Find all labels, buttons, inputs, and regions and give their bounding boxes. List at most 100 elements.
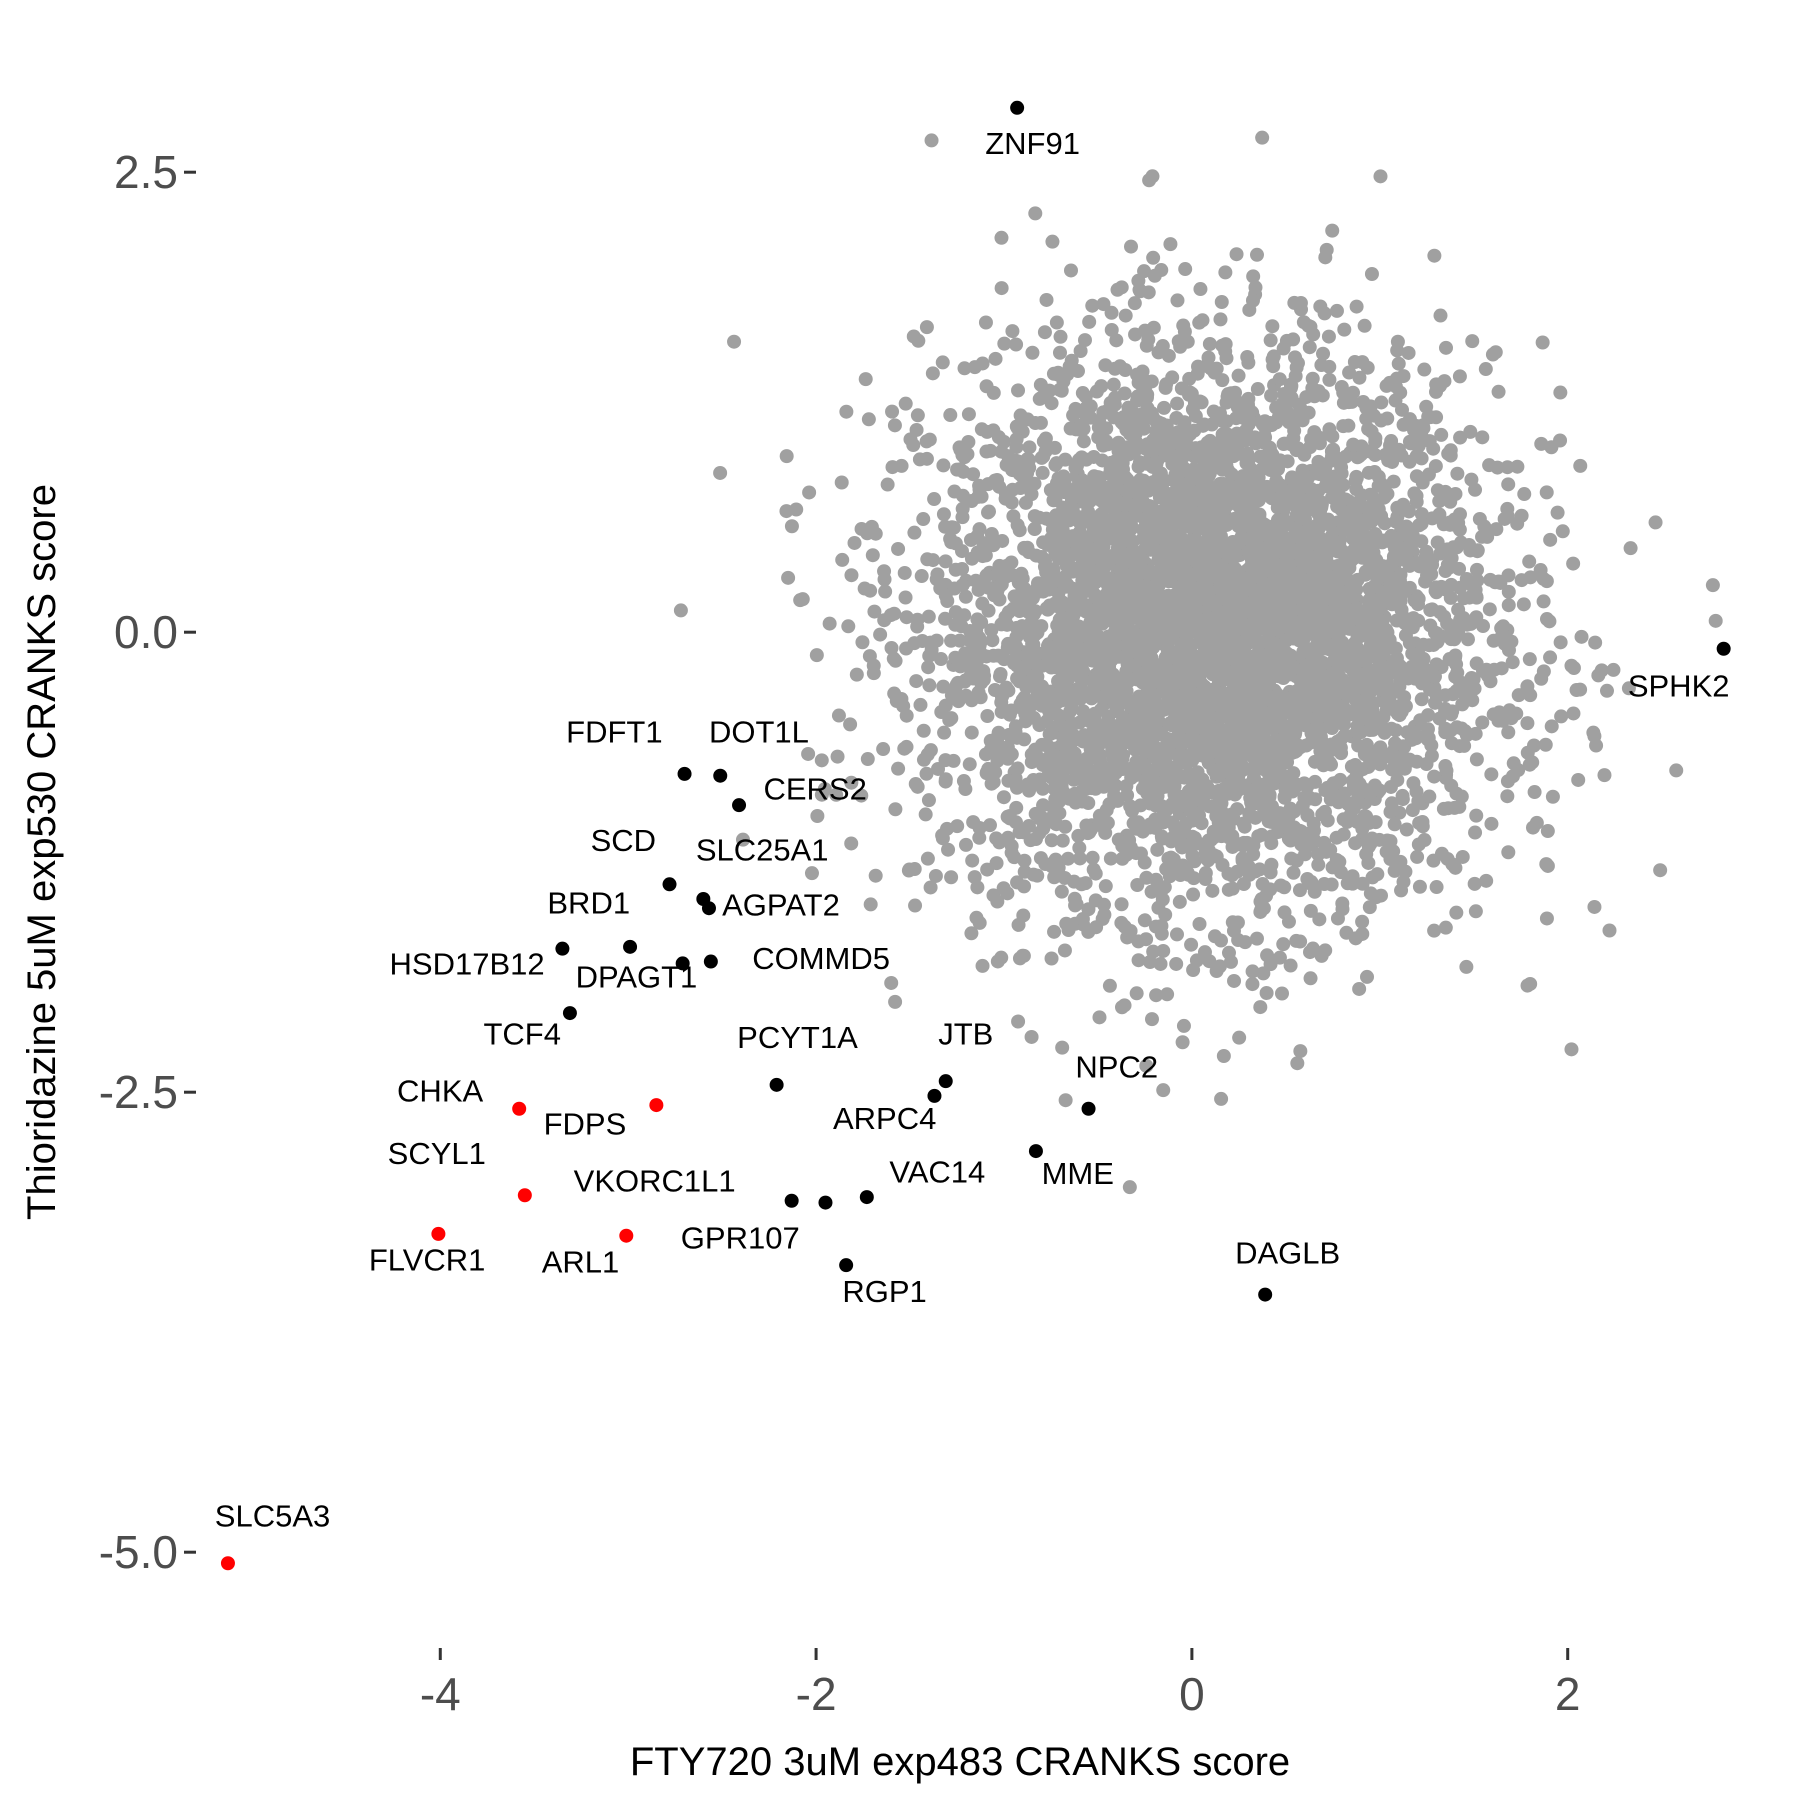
background-point [1574,629,1589,644]
background-point [860,752,875,767]
background-point [1109,493,1124,508]
background-point [1035,781,1050,796]
background-point [1123,426,1138,441]
background-point [1324,697,1339,712]
background-point [1022,674,1037,689]
background-point [1087,550,1102,565]
background-point [1302,559,1317,574]
background-point [1454,789,1469,804]
background-point [1334,379,1349,394]
background-point [1564,658,1579,673]
background-point [1350,450,1365,465]
background-point [1443,443,1458,458]
background-point [1422,789,1437,804]
background-point [1225,667,1240,682]
background-point [1297,583,1312,598]
background-point [1154,926,1169,941]
background-point [1186,698,1201,713]
background-point [1303,547,1318,562]
background-point [1074,877,1089,892]
background-point [1412,879,1427,894]
background-point [1341,418,1356,433]
background-point [1009,337,1024,352]
background-point [1124,700,1139,715]
background-point [1400,725,1415,740]
background-point [902,862,917,877]
background-point [994,950,1009,965]
background-point [735,832,750,847]
background-point [1169,927,1184,942]
background-point [1145,592,1160,607]
background-point [1391,356,1406,371]
background-point [1195,482,1210,497]
background-point [1418,574,1433,589]
background-point [1492,705,1507,720]
background-point [972,478,987,493]
background-point [1131,273,1146,288]
background-point [1335,902,1350,917]
background-point [1145,512,1160,527]
background-point [1239,695,1254,710]
background-point [894,458,909,473]
background-point [1357,318,1372,333]
background-points [673,130,1723,1195]
background-point [1359,411,1374,426]
background-point [943,408,958,423]
background-point [1242,622,1257,637]
background-point [1299,838,1314,853]
background-point [1096,592,1111,607]
background-point [1247,758,1262,773]
background-point [1301,660,1316,675]
background-point [1427,669,1442,684]
background-point [990,729,1005,744]
background-point [1407,593,1422,608]
background-point [1396,874,1411,889]
background-point [1303,903,1318,918]
background-point [1384,750,1399,765]
background-point [1355,876,1370,891]
background-point [1190,765,1205,780]
background-point [1385,454,1400,469]
background-point [957,674,972,689]
background-point [1049,758,1064,773]
background-point [1014,566,1029,581]
background-point [1011,454,1026,469]
background-point [1089,384,1104,399]
background-point [1087,710,1102,725]
background-point [1569,683,1584,698]
background-point [1192,315,1207,330]
background-point [984,527,999,542]
background-point [1469,562,1484,577]
background-point [1017,879,1032,894]
background-point [1233,646,1248,661]
background-point [935,355,950,370]
background-point [922,648,937,663]
background-point [1550,505,1565,520]
background-point [1286,865,1301,880]
background-point [1388,514,1403,529]
background-point [1178,585,1193,600]
background-point [854,788,869,803]
background-point [1399,822,1414,837]
background-point [1209,964,1224,979]
background-point [1052,345,1067,360]
background-point [1455,697,1470,712]
background-point [801,746,816,761]
background-point [1128,610,1143,625]
background-point [1295,798,1310,813]
background-point [1240,349,1255,364]
background-point [1062,663,1077,678]
background-point [888,994,903,1009]
background-point [814,753,829,768]
background-point [1430,535,1445,550]
background-point [938,772,953,787]
background-point [1201,468,1216,483]
background-point [1025,345,1040,360]
background-point [1213,312,1228,327]
background-point [1587,899,1602,914]
background-point [1168,820,1183,835]
background-point [1200,626,1215,641]
background-point [1202,337,1217,352]
background-point [1184,839,1199,854]
background-point [1220,614,1235,629]
